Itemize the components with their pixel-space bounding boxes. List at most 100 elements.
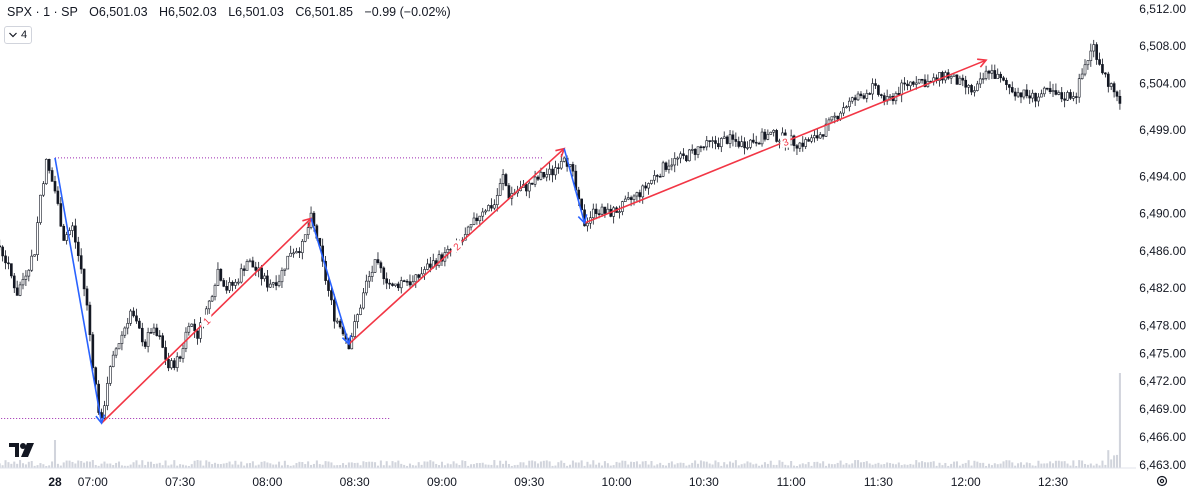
candle-body xyxy=(594,208,598,214)
volume-bar xyxy=(222,463,225,468)
down-wave-line xyxy=(54,157,103,424)
volume-bar xyxy=(819,463,822,468)
candle-body xyxy=(65,234,68,241)
wave-arrowhead xyxy=(577,214,588,225)
volume-bar xyxy=(1043,463,1046,468)
volume-bar xyxy=(935,465,938,468)
time-axis[interactable]: 28 07:00 07:30 08:00 08:30 09:00 09:30 10:00 10:… xyxy=(0,467,1136,489)
candle-body xyxy=(1104,72,1107,75)
candle-body xyxy=(213,285,217,298)
volume-bar xyxy=(941,465,944,468)
candle-body xyxy=(405,280,409,283)
candle-body xyxy=(376,259,380,263)
candle-body xyxy=(734,139,738,142)
candle-body xyxy=(679,153,682,159)
volume-bar xyxy=(80,461,83,468)
volume-bar xyxy=(1011,462,1014,468)
volume-bar xyxy=(315,460,318,468)
candle-body xyxy=(493,204,496,209)
candle-body xyxy=(333,299,336,322)
candle-body xyxy=(1005,79,1008,85)
candle-body xyxy=(914,82,918,85)
candle-body xyxy=(132,310,135,317)
volume-bar xyxy=(216,463,219,468)
volume-bar xyxy=(534,461,537,468)
candle-body xyxy=(647,183,650,189)
volume-bar xyxy=(365,462,368,468)
volume-bar xyxy=(36,465,39,468)
candle-body xyxy=(33,254,36,257)
wave-label: 1 xyxy=(202,316,214,328)
volume-bar xyxy=(304,464,307,468)
price-axis[interactable]: 6,512.00 6,508.00 6,504.00 6,499.00 6,494.00… xyxy=(1139,2,1186,472)
price-tick-label: 6,482.00 xyxy=(1139,281,1186,295)
candle-body xyxy=(219,268,223,281)
volume-bar xyxy=(484,464,487,468)
indicators-toggle-button[interactable]: 4 xyxy=(4,26,33,44)
volume-bar xyxy=(417,462,420,468)
candle-body xyxy=(330,290,333,301)
volume-bar xyxy=(56,463,59,468)
volume-bar xyxy=(891,463,894,468)
volume-bar xyxy=(894,464,897,468)
candle-body xyxy=(1037,96,1040,102)
candle-body xyxy=(138,320,141,329)
volume-bar xyxy=(1115,454,1119,468)
volume-bar xyxy=(263,461,266,468)
candle-body xyxy=(254,266,258,271)
volume-bar xyxy=(932,461,935,468)
candle-body xyxy=(266,275,269,288)
candle-body xyxy=(629,197,633,200)
candle-body xyxy=(871,83,874,95)
volume-bar xyxy=(400,463,403,468)
candle-body xyxy=(766,134,770,140)
candle-body xyxy=(397,283,400,289)
candle-body xyxy=(554,167,557,176)
price-tick-label: 6,486.00 xyxy=(1139,244,1186,258)
candle-body xyxy=(280,270,284,283)
candle-body xyxy=(810,137,813,142)
volume-bar xyxy=(618,462,621,468)
candle-body xyxy=(158,335,162,337)
volume-bar xyxy=(141,460,144,468)
candle-body xyxy=(1115,91,1119,97)
volume-bar xyxy=(228,461,231,468)
volume-bar xyxy=(94,464,97,468)
candle-body xyxy=(952,74,956,77)
candle-body xyxy=(42,183,45,196)
candle-body xyxy=(850,97,854,102)
candle-body xyxy=(248,260,252,263)
candle-body xyxy=(91,334,95,368)
candle-body xyxy=(865,93,869,99)
volume-bar xyxy=(289,465,292,468)
volume-bar xyxy=(301,462,304,468)
volume-bar xyxy=(359,465,362,468)
low-value: 6,501.03 xyxy=(235,5,284,19)
volume-bar xyxy=(502,463,505,468)
tradingview-logo-icon[interactable] xyxy=(8,440,38,460)
wave-label: 3 xyxy=(781,137,791,149)
volume-bar xyxy=(822,461,825,468)
volume-bar xyxy=(283,460,286,468)
volume-bar xyxy=(813,461,816,468)
candle-body xyxy=(417,274,421,278)
candle-body xyxy=(757,142,761,145)
candle-body xyxy=(763,131,767,140)
gear-icon[interactable] xyxy=(1155,474,1169,488)
candle-body xyxy=(1051,90,1055,93)
volume-bar xyxy=(266,462,269,468)
volume-bar xyxy=(408,463,411,468)
candle-body xyxy=(472,217,476,225)
candle-body xyxy=(53,181,57,192)
symbol-label[interactable]: SPX · 1 · SP xyxy=(7,5,78,19)
volume-bar xyxy=(88,461,91,468)
candle-body xyxy=(900,82,904,96)
wave-label: 2 xyxy=(452,241,464,253)
candle-body xyxy=(370,271,374,277)
candle-body xyxy=(239,268,243,283)
candle-body xyxy=(1042,87,1046,95)
volume-bar xyxy=(976,461,979,468)
candle-body xyxy=(36,222,39,255)
price-tick-label: 6,494.00 xyxy=(1139,170,1186,184)
